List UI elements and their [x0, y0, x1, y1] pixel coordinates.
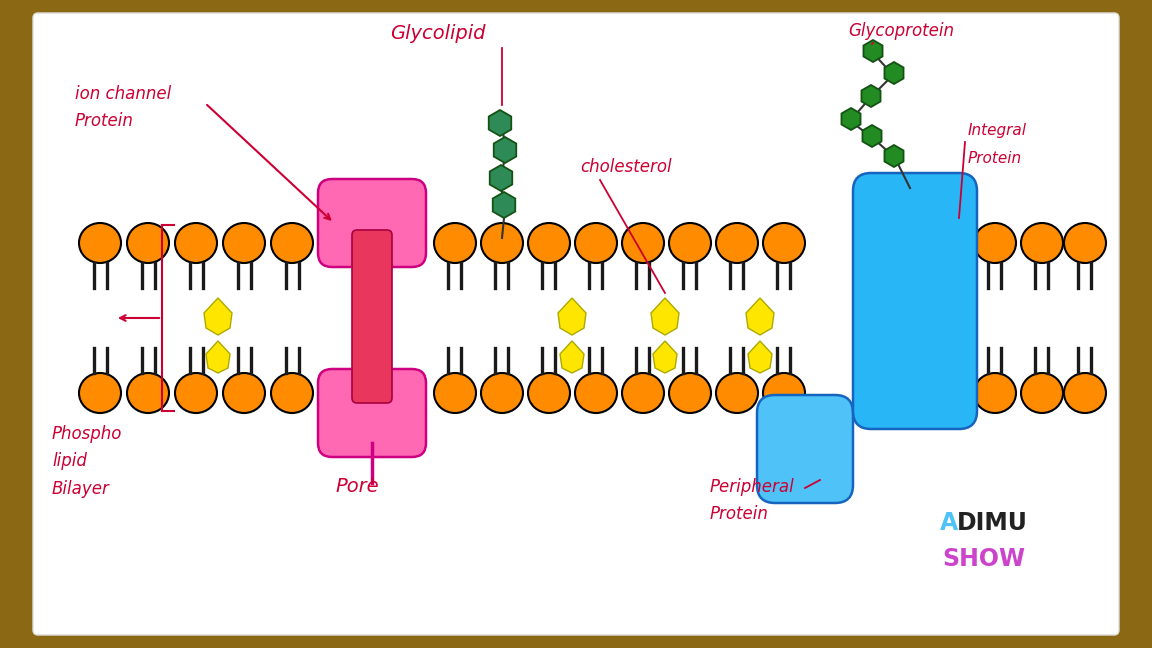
- Ellipse shape: [79, 223, 121, 263]
- Polygon shape: [841, 108, 861, 130]
- Ellipse shape: [1021, 223, 1063, 263]
- Text: Peripheral: Peripheral: [710, 478, 795, 496]
- Polygon shape: [651, 298, 679, 335]
- Ellipse shape: [622, 223, 664, 263]
- Ellipse shape: [175, 223, 217, 263]
- Ellipse shape: [669, 373, 711, 413]
- Ellipse shape: [127, 223, 169, 263]
- Ellipse shape: [482, 223, 523, 263]
- Polygon shape: [560, 341, 584, 373]
- Ellipse shape: [717, 223, 758, 263]
- Polygon shape: [864, 40, 882, 62]
- Polygon shape: [863, 125, 881, 147]
- Polygon shape: [746, 298, 774, 335]
- Ellipse shape: [1064, 223, 1106, 263]
- Ellipse shape: [973, 373, 1016, 413]
- Ellipse shape: [528, 223, 570, 263]
- Ellipse shape: [717, 373, 758, 413]
- Text: Pore: Pore: [335, 477, 379, 496]
- Text: cholesterol: cholesterol: [579, 158, 672, 176]
- Ellipse shape: [482, 373, 523, 413]
- Text: Phospho: Phospho: [52, 425, 122, 443]
- Text: Integral: Integral: [968, 123, 1026, 138]
- Polygon shape: [493, 192, 515, 218]
- Polygon shape: [204, 298, 232, 335]
- Polygon shape: [885, 62, 903, 84]
- Text: lipid: lipid: [52, 452, 86, 470]
- Ellipse shape: [223, 373, 265, 413]
- Ellipse shape: [434, 373, 476, 413]
- Ellipse shape: [763, 373, 805, 413]
- Polygon shape: [885, 145, 903, 167]
- Polygon shape: [206, 341, 230, 373]
- Ellipse shape: [79, 373, 121, 413]
- Ellipse shape: [434, 223, 476, 263]
- Polygon shape: [488, 110, 511, 136]
- Text: ion channel: ion channel: [75, 85, 172, 103]
- FancyBboxPatch shape: [757, 395, 852, 503]
- FancyBboxPatch shape: [852, 173, 977, 429]
- Text: Protein: Protein: [968, 151, 1022, 166]
- FancyBboxPatch shape: [353, 230, 392, 403]
- Ellipse shape: [1064, 373, 1106, 413]
- Ellipse shape: [223, 223, 265, 263]
- Text: SHOW: SHOW: [942, 547, 1025, 571]
- Text: Glycolipid: Glycolipid: [391, 24, 486, 43]
- Ellipse shape: [669, 223, 711, 263]
- Ellipse shape: [622, 373, 664, 413]
- Polygon shape: [862, 85, 880, 107]
- Text: Protein: Protein: [75, 112, 134, 130]
- Text: A: A: [940, 511, 958, 535]
- Ellipse shape: [973, 223, 1016, 263]
- Ellipse shape: [1021, 373, 1063, 413]
- FancyBboxPatch shape: [33, 13, 1119, 635]
- Text: Bilayer: Bilayer: [52, 480, 109, 498]
- Ellipse shape: [271, 223, 313, 263]
- Polygon shape: [558, 298, 586, 335]
- Text: DIMU: DIMU: [957, 511, 1028, 535]
- Ellipse shape: [575, 223, 617, 263]
- FancyBboxPatch shape: [318, 369, 426, 457]
- Ellipse shape: [271, 373, 313, 413]
- Ellipse shape: [127, 373, 169, 413]
- Polygon shape: [494, 137, 516, 163]
- Polygon shape: [748, 341, 772, 373]
- Text: Protein: Protein: [710, 505, 768, 523]
- Polygon shape: [490, 165, 513, 191]
- Ellipse shape: [763, 223, 805, 263]
- Ellipse shape: [528, 373, 570, 413]
- FancyBboxPatch shape: [318, 179, 426, 267]
- Ellipse shape: [175, 373, 217, 413]
- Polygon shape: [653, 341, 677, 373]
- Text: Glycoprotein: Glycoprotein: [848, 22, 954, 40]
- Ellipse shape: [575, 373, 617, 413]
